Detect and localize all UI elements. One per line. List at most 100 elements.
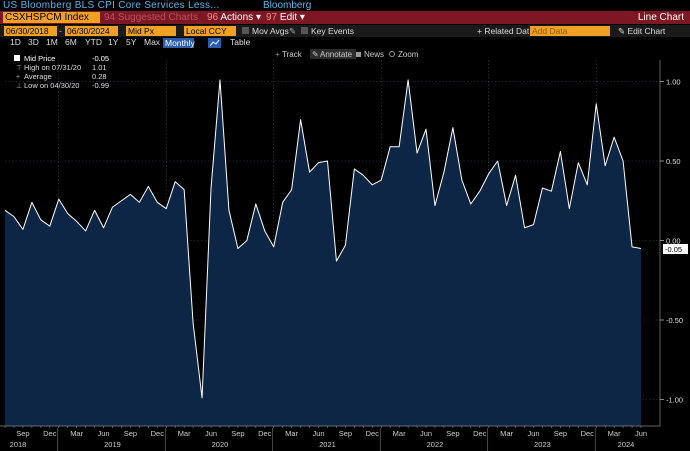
series-fill [5, 79, 641, 426]
source-label: Bloomberg [263, 0, 312, 11]
x-tick-label: Sep [124, 429, 137, 438]
range-3d[interactable]: 3D [28, 37, 39, 47]
edit-chart-button[interactable]: ✎ Edit Chart [618, 25, 665, 37]
x-tick-label: Jun [420, 429, 432, 438]
last-value-box [663, 244, 688, 254]
range-6m[interactable]: 6M [65, 37, 77, 47]
pencil-icon[interactable]: ✎ [289, 26, 297, 36]
x-tick-label: Sep [554, 429, 567, 438]
y-axis: 1.00 0.50 0.00 -0.50 -1.00 [659, 60, 683, 426]
range-1y[interactable]: 1Y [108, 37, 119, 47]
x-tick-label: Jun [312, 429, 324, 438]
actions-number: 96 [207, 12, 219, 23]
caret-down-icon: ▾ [299, 12, 305, 23]
annotate-button[interactable]: ✎ Annotate [312, 50, 353, 59]
last-value-label: -0.05 [665, 245, 682, 254]
y-tick-label: 0.50 [666, 157, 681, 166]
average-marker-icon: + [16, 74, 20, 81]
mid-price-label: Mid Price [24, 54, 55, 63]
command-bar: CSXHSPCM Index 94 Suggested Charts 96 Ac… [0, 11, 690, 24]
line-chart[interactable]: 1.00 0.50 0.00 -0.50 -1.00 Sep Dec Mar Jun Sep De… [0, 48, 690, 451]
x-tick-label: Mar [178, 429, 191, 438]
range-5y[interactable]: 5Y [126, 37, 137, 47]
y-tick-label: 1.00 [666, 78, 681, 87]
table-view-button[interactable]: Table [230, 37, 251, 47]
x-axis: Sep Dec Mar Jun Sep Dec Mar Jun Sep Dec Mar Jun Sep D… [0, 425, 690, 451]
x-tick-label: Mar [608, 429, 621, 438]
line-chart-icon [209, 39, 220, 47]
price-field-select[interactable]: Mid Px [126, 26, 176, 36]
average-label: Average [24, 72, 52, 81]
frequency-select[interactable]: Monthly [163, 38, 195, 48]
x-tick-label: Dec [43, 429, 57, 438]
annotate-label: Annotate [320, 50, 353, 59]
related-data-button[interactable]: + Related Dat [477, 26, 530, 36]
x-tick-label: Dec [151, 429, 165, 438]
x-tick-label: Dec [473, 429, 487, 438]
x-tick-label: Sep [231, 429, 244, 438]
low-marker-icon: ⊥ [16, 83, 22, 90]
x-tick-label: Dec [366, 429, 380, 438]
mov-avgs-label: Mov Avgs [252, 26, 289, 36]
track-icon: + [275, 50, 280, 59]
range-max[interactable]: Max [144, 37, 161, 47]
year-label: 2020 [212, 440, 229, 449]
actions-menu[interactable]: 96 Actions ▾ [207, 12, 261, 23]
caret-down-icon: ▾ [255, 12, 261, 23]
news-icon [356, 52, 361, 57]
x-tick-label: Jun [635, 429, 647, 438]
mid-price-value: -0.05 [92, 54, 109, 63]
ticker-field[interactable]: CSXHSPCM Index [3, 12, 100, 23]
zoom-icon [389, 51, 395, 57]
line-chart-toggle[interactable] [208, 38, 221, 48]
series-line [4, 79, 642, 399]
edit-label: Edit [279, 12, 298, 23]
add-data-input[interactable]: Add Data [530, 26, 610, 36]
high-value: 1.01 [92, 63, 107, 72]
news-button[interactable]: News [356, 50, 384, 59]
x-tick-label: Sep [339, 429, 352, 438]
x-tick-label: Jun [527, 429, 539, 438]
pencil-icon: ✎ [618, 26, 626, 36]
x-tick-label: Jun [97, 429, 109, 438]
x-tick-label: Sep [446, 429, 459, 438]
x-tick-label: Dec [581, 429, 595, 438]
track-button[interactable]: + Track [275, 50, 303, 59]
control-bar: 06/30/2018 - 06/30/2024 Mid Px Local CCY… [0, 25, 690, 37]
suggested-charts-button[interactable]: 94 Suggested Charts [104, 12, 198, 23]
key-events-label: Key Events [311, 26, 354, 36]
series-area [4, 79, 642, 426]
zoom-label: Zoom [398, 50, 419, 59]
key-events-checkbox[interactable] [301, 27, 308, 34]
end-date-field[interactable]: 06/30/2024 [65, 26, 118, 36]
chart-legend: Mid Price -0.05 ⊤ High on 07/31/20 1.01 … [14, 54, 109, 90]
chart-toolbar: + Track ✎ Annotate News Zoom [275, 49, 419, 59]
edit-chart-label: Edit Chart [627, 26, 666, 36]
year-label: 2021 [319, 440, 336, 449]
zoom-button[interactable]: Zoom [389, 50, 419, 59]
mov-avgs-checkbox[interactable] [242, 27, 249, 34]
low-label: Low on 04/30/20 [24, 81, 79, 90]
chart-type-label: Line Chart [637, 12, 684, 23]
currency-select[interactable]: Local CCY [184, 26, 236, 36]
annotate-icon: ✎ [312, 50, 319, 59]
annotate-highlight [310, 49, 356, 59]
date-separator: - [59, 26, 62, 36]
last-value-marker: -0.05 [663, 244, 688, 254]
range-1m[interactable]: 1M [46, 37, 58, 47]
range-1d[interactable]: 1D [10, 37, 21, 47]
x-tick-label: Mar [285, 429, 298, 438]
y-tick-label: -1.00 [666, 396, 683, 405]
year-label: 2023 [534, 440, 551, 449]
edit-menu[interactable]: 97 Edit ▾ [266, 12, 305, 23]
chart-area: 1.00 0.50 0.00 -0.50 -1.00 Sep Dec Mar Jun Sep De… [0, 48, 690, 451]
low-value: -0.99 [92, 81, 109, 90]
start-date-field[interactable]: 06/30/2018 [4, 26, 57, 36]
mid-price-swatch [14, 55, 20, 61]
high-label: High on 07/31/20 [24, 63, 81, 72]
edit-number: 97 [266, 12, 278, 23]
y-tick-label: -0.50 [666, 316, 683, 325]
average-value: 0.28 [92, 72, 107, 81]
x-tick-label: Jun [205, 429, 217, 438]
range-ytd[interactable]: YTD [85, 37, 102, 47]
